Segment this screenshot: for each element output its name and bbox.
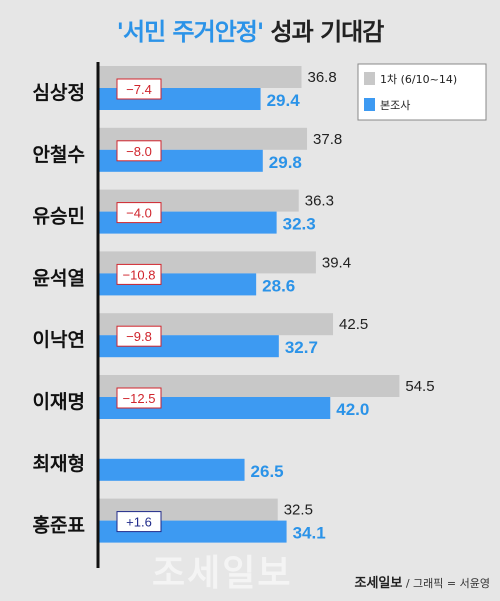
legend-box (357, 63, 487, 121)
value-label-series1: 54.5 (405, 378, 434, 395)
value-label-series1: 42.5 (339, 316, 368, 333)
credit: 조세일보 / 그래픽 = 서윤영 (355, 572, 490, 591)
legend: 1차 (6/10~14) 본조사 (357, 63, 487, 121)
value-label-series2: 32.7 (285, 338, 318, 357)
difference-box (116, 263, 162, 285)
difference-box (116, 202, 162, 224)
difference-label: −4.0 (126, 206, 152, 221)
legend-label-series1: 1차 (6/10~14) (380, 73, 457, 86)
value-label-series2: 34.1 (293, 524, 326, 543)
value-label-series2: 32.3 (283, 215, 316, 234)
difference-box (116, 78, 162, 100)
legend-swatch-series2 (364, 98, 375, 111)
title-rest: 성과 기대감 (263, 18, 385, 46)
category-label: 이재명 (33, 391, 85, 413)
difference-label: −12.5 (123, 391, 156, 406)
bar-series2 (98, 458, 245, 481)
title-highlight: '서민 주거안정' (116, 18, 265, 46)
value-label-series1: 36.8 (308, 69, 337, 86)
value-label-series2: 29.4 (267, 91, 301, 110)
category-label: 심상정 (33, 82, 85, 104)
difference-box (116, 511, 162, 533)
bar-series1 (98, 375, 400, 397)
watermark: 조세일보 (152, 553, 293, 594)
legend-label-series2: 본조사 (380, 99, 410, 112)
credit-brand: 조세일보 (354, 576, 403, 591)
value-label-series1: 36.3 (305, 193, 334, 210)
difference-label: −10.8 (123, 267, 156, 282)
chart-title: '서민 주거안정' 성과 기대감 (0, 12, 500, 47)
difference-box (116, 325, 162, 347)
value-label-series2: 26.5 (251, 462, 284, 481)
value-label-series1: 39.4 (322, 254, 351, 271)
credit-text: / 그래픽 = 서윤영 (405, 577, 490, 590)
value-label-series1: 32.5 (284, 502, 313, 519)
difference-label: +1.6 (126, 515, 152, 530)
category-label: 최재형 (33, 453, 85, 475)
category-label: 이낙연 (33, 329, 85, 351)
category-label: 유승민 (33, 206, 85, 228)
difference-label: −9.8 (126, 329, 152, 344)
difference-box (116, 140, 162, 162)
category-label: 홍준표 (33, 514, 85, 537)
value-label-series2: 42.0 (336, 400, 369, 419)
category-label: 윤석열 (33, 267, 85, 289)
difference-box (116, 387, 162, 409)
difference-label: −7.4 (126, 82, 152, 97)
value-label-series2: 29.8 (269, 153, 302, 172)
legend-swatch-series1 (364, 72, 375, 85)
category-label: 안철수 (33, 144, 85, 166)
difference-label: −8.0 (126, 144, 152, 159)
value-label-series1: 37.8 (313, 131, 342, 148)
value-label-series2: 28.6 (262, 276, 295, 295)
